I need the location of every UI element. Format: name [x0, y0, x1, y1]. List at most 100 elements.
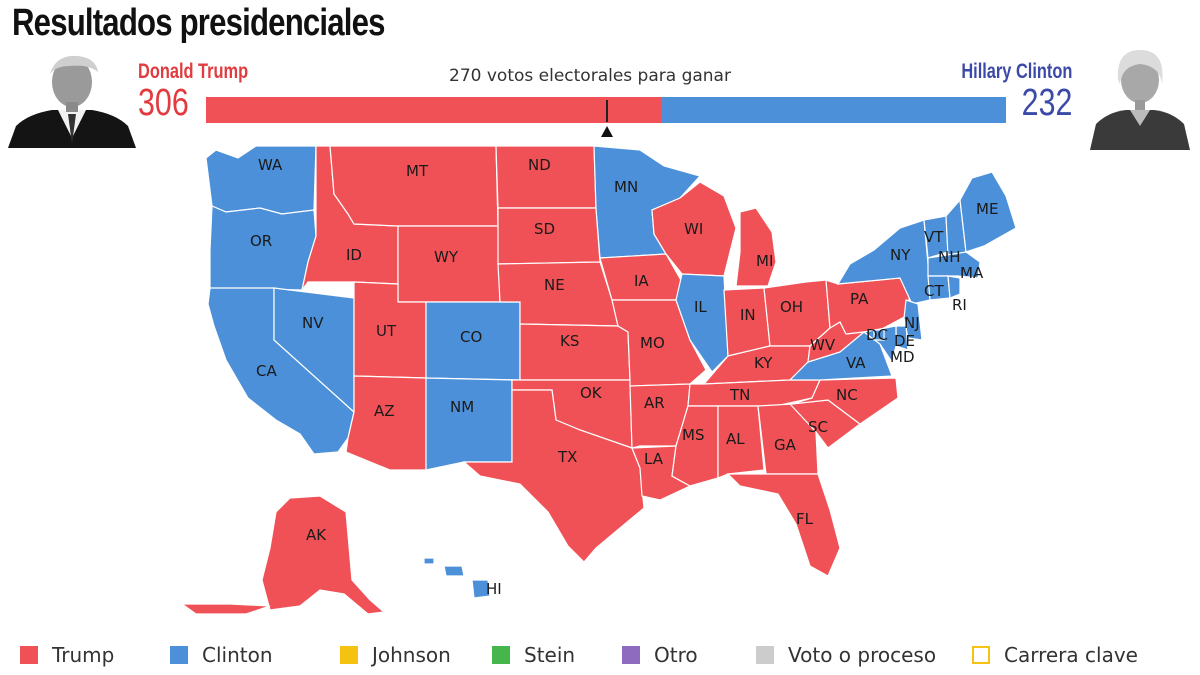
label-mi: MI: [756, 252, 773, 270]
label-sc: SC: [808, 418, 828, 436]
label-va: VA: [846, 354, 866, 372]
label-fl: FL: [796, 510, 814, 528]
legend-label: Voto o proceso: [788, 643, 937, 667]
label-de: DE: [894, 332, 915, 350]
legend-label: Clinton: [202, 643, 273, 667]
clinton-portrait: [1090, 50, 1190, 150]
label-me: ME: [976, 200, 998, 218]
legend-swatch: [492, 646, 510, 664]
label-nh: NH: [938, 248, 961, 266]
legend-swatch: [622, 646, 640, 664]
label-pa: PA: [850, 290, 869, 308]
label-mt: MT: [406, 162, 429, 180]
state-ak-islands[interactable]: [180, 603, 271, 615]
label-la: LA: [644, 450, 664, 468]
label-il: IL: [694, 298, 707, 316]
state-md[interactable]: [862, 325, 897, 364]
legend-swatch: [20, 646, 38, 664]
trump-name: Donald Trump: [138, 60, 249, 83]
electoral-bar-clinton: [661, 97, 1006, 123]
legend-item: Carrera clave: [972, 640, 1138, 670]
label-mn: MN: [614, 178, 638, 196]
label-ia: IA: [634, 272, 649, 290]
legend-item: Trump: [20, 640, 114, 670]
label-wy: WY: [434, 248, 459, 266]
label-sd: SD: [534, 220, 555, 238]
label-ny: NY: [890, 246, 911, 264]
label-ar: AR: [644, 394, 665, 412]
trump-portrait: [8, 55, 136, 148]
electoral-vote-bar: [206, 97, 1006, 123]
label-ak: AK: [306, 526, 327, 544]
trump-electoral-votes: 306: [138, 82, 189, 124]
label-ut: UT: [376, 322, 397, 340]
state-al[interactable]: [717, 405, 765, 479]
state-me[interactable]: [959, 171, 1017, 253]
label-ma: MA: [960, 264, 984, 282]
us-electoral-map: WA OR CA NV ID MT WY UT AZ CO NM ND SD N…: [180, 145, 1017, 615]
label-in: IN: [740, 306, 756, 324]
label-nm: NM: [450, 398, 474, 416]
page-title: Resultados presidenciales: [12, 2, 385, 44]
state-fl[interactable]: [726, 473, 841, 577]
state-nm[interactable]: [425, 377, 513, 471]
legend-item: Otro: [622, 640, 698, 670]
label-ne: NE: [544, 276, 565, 294]
legend-label: Trump: [52, 643, 115, 667]
label-wa: WA: [258, 156, 283, 174]
state-ak[interactable]: [261, 495, 386, 615]
label-nv: NV: [302, 314, 324, 332]
person-portrait-icon: [8, 55, 136, 148]
label-ms: MS: [682, 426, 704, 444]
threshold-label: 270 votos electorales para ganar: [449, 66, 731, 86]
state-hi[interactable]: [423, 557, 435, 565]
legend-swatch: [170, 646, 188, 664]
label-az: AZ: [374, 402, 395, 420]
label-ri: RI: [952, 296, 967, 314]
state-wi[interactable]: [651, 181, 737, 277]
label-ks: KS: [560, 332, 579, 350]
state-tx[interactable]: [462, 389, 645, 563]
state-mi[interactable]: [735, 207, 777, 287]
label-wv: WV: [810, 336, 836, 354]
threshold-line: [606, 100, 609, 122]
label-wi: WI: [684, 220, 703, 238]
label-ca: CA: [256, 362, 277, 380]
state-nj[interactable]: [903, 299, 923, 341]
label-nj: NJ: [904, 314, 920, 332]
label-id: ID: [346, 246, 362, 264]
label-hi: HI: [486, 580, 502, 598]
label-nd: ND: [528, 156, 551, 174]
legend-item: Johnson: [340, 640, 451, 670]
legend-label: Johnson: [372, 643, 451, 667]
state-ga[interactable]: [757, 403, 819, 475]
legend-swatch: [756, 646, 774, 664]
label-md: MD: [890, 348, 915, 366]
legend-label: Otro: [654, 643, 698, 667]
clinton-name: Hillary Clinton: [960, 60, 1072, 83]
label-nc: NC: [836, 386, 858, 404]
state-dc[interactable]: [873, 329, 885, 341]
label-vt: VT: [924, 228, 944, 246]
label-ct: CT: [924, 282, 944, 300]
label-oh: OH: [780, 298, 803, 316]
clinton-electoral-votes: 232: [1021, 82, 1072, 124]
label-ga: GA: [774, 436, 797, 454]
label-ok: OK: [580, 384, 603, 402]
state-ri[interactable]: [947, 275, 961, 299]
label-dc: DC: [866, 326, 888, 344]
legend-swatch: [340, 646, 358, 664]
state-hi-big-island[interactable]: [471, 579, 491, 599]
legend-item: Voto o proceso: [756, 640, 936, 670]
state-labels: WA OR CA NV ID MT WY UT AZ CO NM ND SD N…: [250, 156, 998, 598]
label-ky: KY: [754, 354, 773, 372]
state-az[interactable]: [345, 375, 427, 471]
label-al: AL: [726, 430, 745, 448]
legend-label: Carrera clave: [1004, 643, 1138, 667]
state-hi-islands-mid[interactable]: [443, 565, 465, 577]
threshold-marker-icon: [601, 126, 614, 137]
state-il[interactable]: [675, 273, 729, 373]
legend-label: Stein: [524, 643, 576, 667]
label-mo: MO: [640, 334, 665, 352]
state-mt[interactable]: [329, 145, 499, 227]
